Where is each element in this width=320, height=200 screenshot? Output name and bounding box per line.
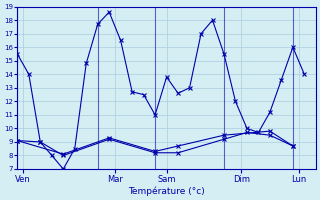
X-axis label: Température (°c): Température (°c) [128, 186, 205, 196]
